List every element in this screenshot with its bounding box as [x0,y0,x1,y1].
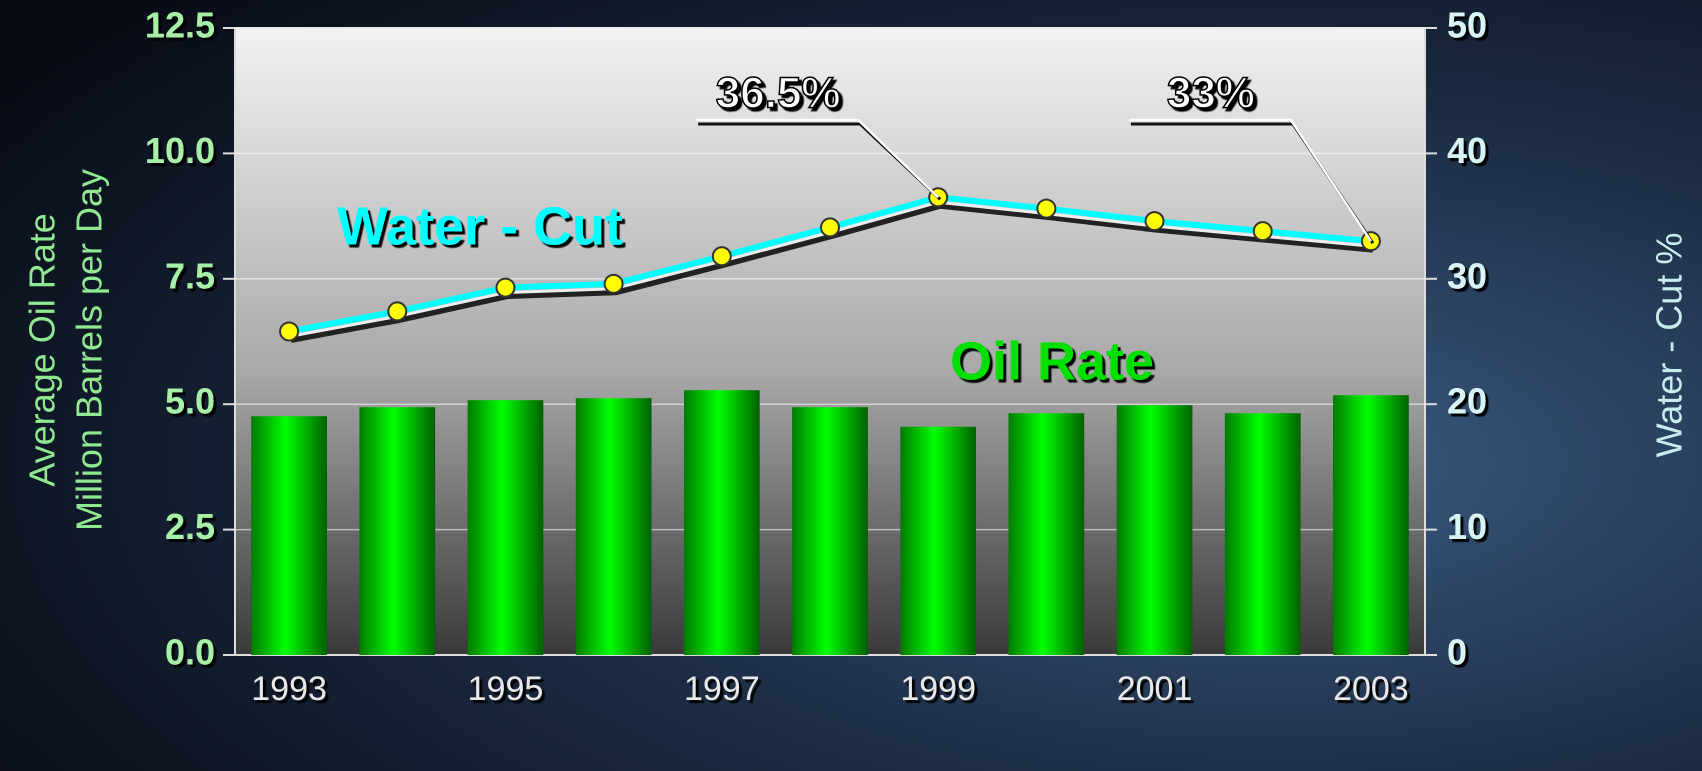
y-tick-label: 0.0 [165,632,215,673]
y-tick-label: 12.5 [145,5,215,46]
bar [1008,413,1085,655]
bar [359,407,436,655]
x-tick-label: 1997 [684,670,760,708]
bar [575,398,652,655]
x-tick-label: 1999 [900,670,976,708]
marker [1252,221,1273,242]
y-tick-label: 7.5 [165,255,215,296]
bar [1224,413,1301,655]
bar [467,400,544,655]
bar [251,416,327,655]
bar [1333,395,1409,655]
marker [1036,198,1057,219]
y-axis-label: Million Barrels per Day [69,169,110,531]
y-axis-label: Average Oil Rate [22,213,63,486]
marker [279,321,300,342]
y2-tick-label: 40 [1447,130,1487,171]
bar [792,407,868,655]
data-label: 33% [1167,69,1255,118]
y2-tick-label: 50 [1447,5,1487,46]
marker [1144,211,1165,232]
marker [820,217,840,238]
x-tick-label: 2003 [1333,670,1409,708]
series-label: Oil Rate [950,331,1154,391]
annotation-leader [696,118,940,199]
x-tick-label: 1995 [468,670,544,708]
y-tick-label: 10.0 [145,130,215,171]
y2-tick-label: 0 [1447,632,1467,673]
marker [495,277,516,298]
marker [711,246,732,267]
data-label: 36.5% [716,69,841,118]
x-tick-label: 2001 [1117,670,1193,708]
y-tick-label: 5.0 [165,381,215,422]
series-label: Water - Cut [337,196,623,256]
y2-tick-label: 10 [1447,506,1487,547]
y2-tick-label: 30 [1447,255,1487,296]
y2-axis-label: Water - Cut % [1649,233,1690,458]
annotation-leader [1128,118,1372,242]
y-tick-label: 2.5 [165,506,215,547]
bar [683,390,760,655]
marker [603,273,624,294]
x-tick-label: 1993 [251,670,327,708]
marker [387,301,408,322]
bar [1116,405,1193,655]
bar [900,426,977,655]
y2-tick-label: 20 [1447,381,1487,422]
